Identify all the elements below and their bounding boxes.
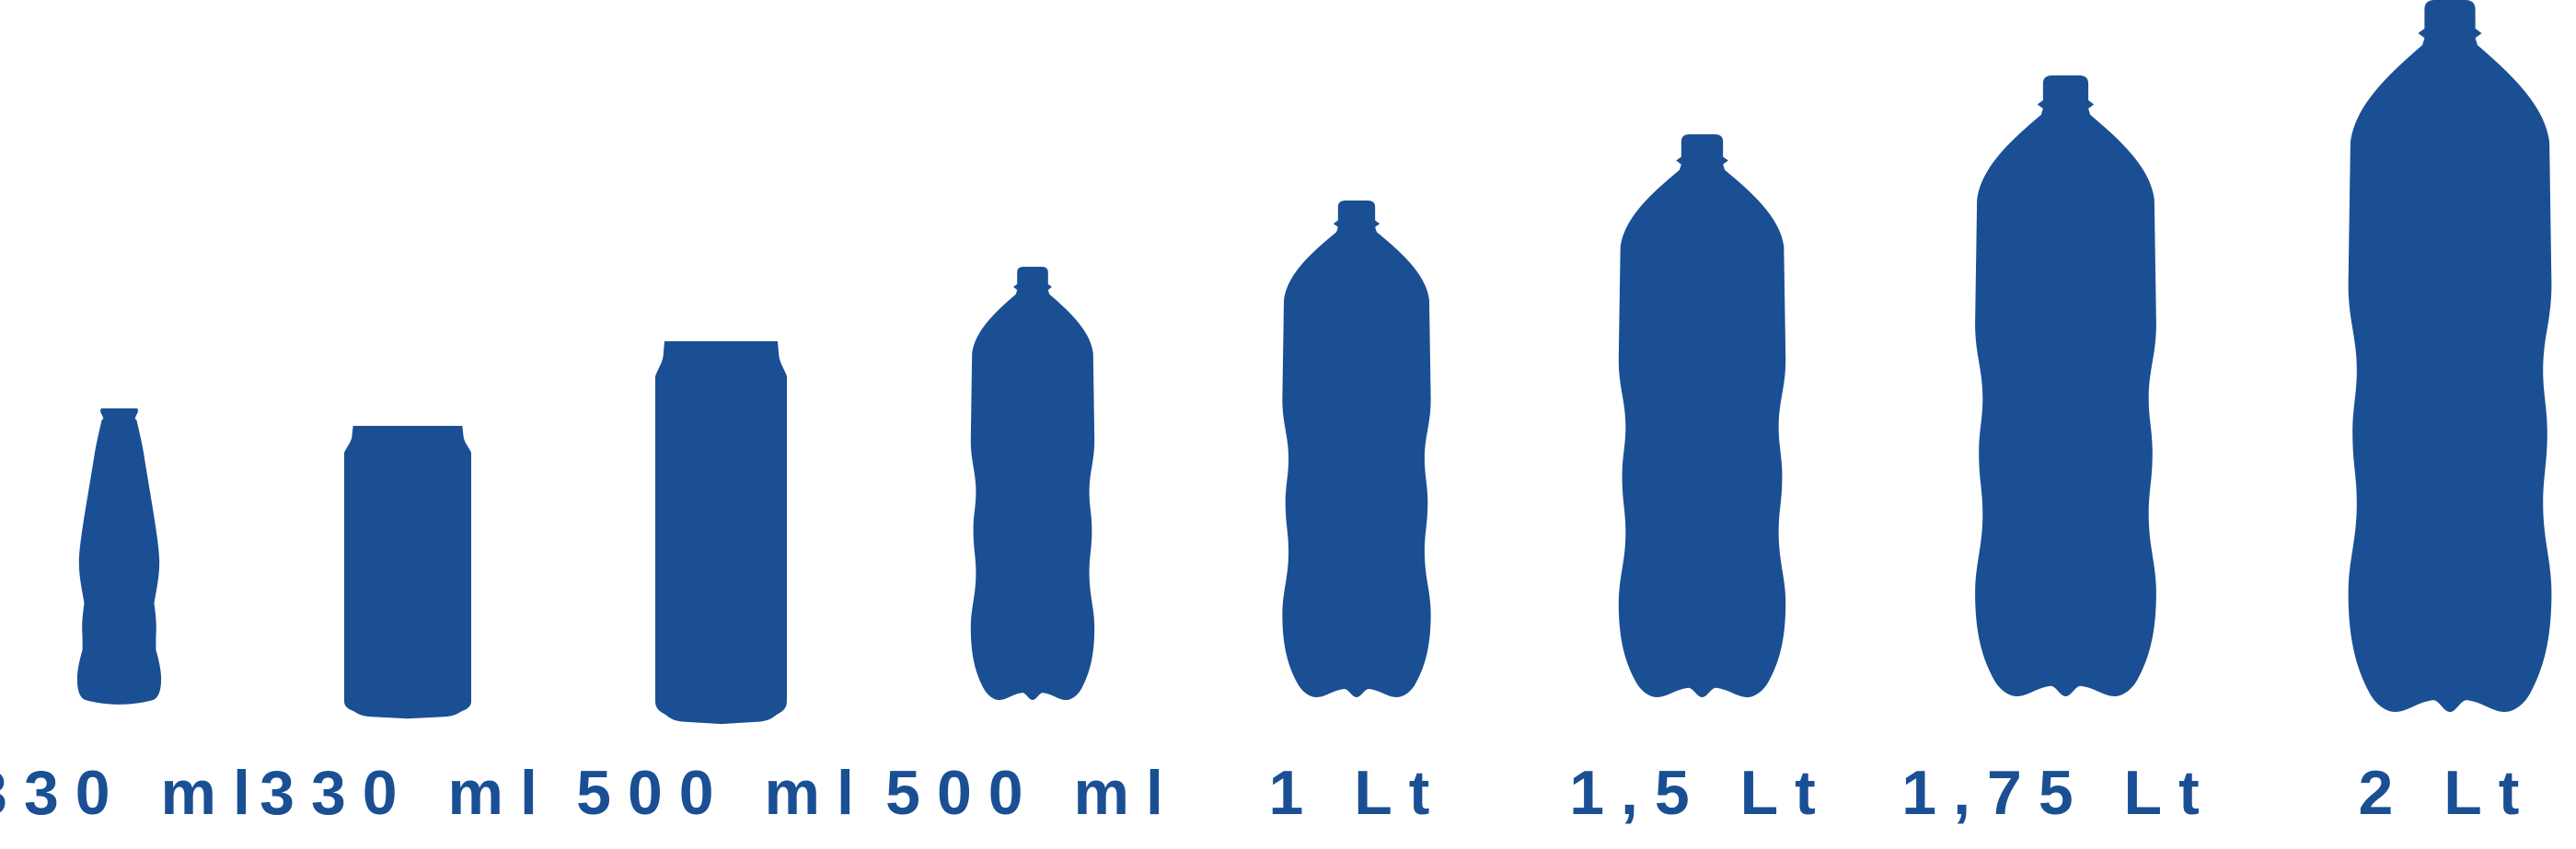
- container-can-330ml: [344, 426, 471, 719]
- container-bottle-500ml: [970, 267, 1095, 700]
- container-bottle-1-75lt: [1975, 75, 2156, 696]
- size-label-can-500ml: 500 ml: [576, 758, 871, 828]
- container-bottle-1lt: [1282, 201, 1431, 697]
- container-glass-bottle-330ml: [76, 408, 162, 705]
- container-bottle-2lt: [2348, 0, 2552, 712]
- container-can-500ml: [655, 341, 787, 725]
- size-label-bottle-1-5lt: 1,5 Lt: [1569, 758, 1832, 828]
- size-label-bottle-500ml: 500 ml: [885, 758, 1180, 828]
- size-label-bottle-1-75lt: 1,75 Lt: [1901, 758, 2216, 828]
- size-label-can-330ml: 330 ml: [260, 758, 554, 828]
- size-label-glass-330ml: 330 ml: [0, 758, 267, 828]
- size-label-bottle-2lt: 2 Lt: [2358, 758, 2536, 828]
- container-bottle-1-5lt: [1618, 134, 1786, 697]
- size-label-bottle-1lt: 1 Lt: [1268, 758, 1447, 828]
